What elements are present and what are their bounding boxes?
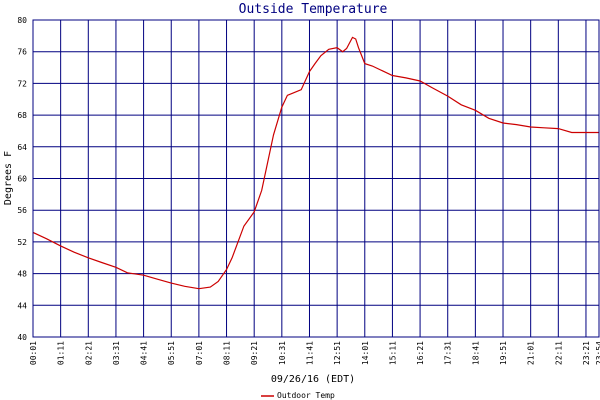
x-tick-label: 09:21 — [250, 341, 259, 365]
legend-label-outdoor-temp: Outdoor Temp — [277, 391, 335, 400]
y-tick-label: 68 — [17, 111, 27, 120]
y-axis-ticks: 40 44 48 52 56 60 64 68 72 76 80 — [17, 16, 27, 342]
y-tick-label: 44 — [17, 301, 27, 310]
x-tick-label: 11:41 — [305, 341, 314, 365]
x-tick-label: 10:31 — [278, 341, 287, 365]
x-tick-label: 04:41 — [140, 341, 149, 365]
x-tick-label: 23:21 — [582, 341, 591, 365]
x-tick-label: 01:11 — [57, 341, 66, 365]
y-tick-label: 52 — [17, 238, 27, 247]
x-tick-label: 19:51 — [499, 341, 508, 365]
y-tick-label: 72 — [17, 79, 27, 88]
y-tick-label: 76 — [17, 48, 27, 57]
plot-area — [32, 19, 600, 338]
x-tick-label: 16:21 — [416, 341, 425, 365]
y-axis-label: Degrees F — [3, 151, 14, 205]
x-tick-label: 00:01 — [29, 341, 38, 365]
y-tick-label: 80 — [17, 16, 27, 25]
x-axis-label: 09/26/16 (EDT) — [271, 374, 355, 385]
y-tick-label: 48 — [17, 270, 27, 279]
y-tick-label: 40 — [17, 333, 27, 342]
x-tick-label: 21:01 — [527, 341, 536, 365]
plot-frame — [32, 19, 600, 338]
x-tick-label: 07:01 — [195, 341, 204, 365]
x-tick-label: 22:11 — [554, 341, 563, 365]
x-tick-label: 05:51 — [167, 341, 176, 365]
series-line-outdoor-temp — [32, 36, 599, 290]
x-tick-label: 08:11 — [223, 341, 232, 365]
y-tick-label: 60 — [17, 175, 27, 184]
legend: Outdoor Temp — [261, 391, 335, 400]
x-axis-ticks: 00:01 01:11 02:21 03:31 04:41 05:51 07:01 08:11… — [29, 341, 600, 365]
x-tick-label: 02:21 — [84, 341, 93, 365]
x-tick-label: 18:41 — [471, 341, 480, 365]
x-tick-label: 23:54 — [595, 341, 600, 365]
x-tick-label: 12:51 — [333, 341, 342, 365]
y-tick-label: 64 — [17, 143, 27, 152]
x-tick-label: 14:01 — [361, 341, 370, 365]
x-tick-label: 15:11 — [388, 341, 397, 365]
x-tick-label: 17:31 — [444, 341, 453, 365]
chart-title: Outside Temperature — [239, 2, 388, 17]
x-tick-label: 03:31 — [112, 341, 121, 365]
y-tick-label: 56 — [17, 206, 27, 215]
